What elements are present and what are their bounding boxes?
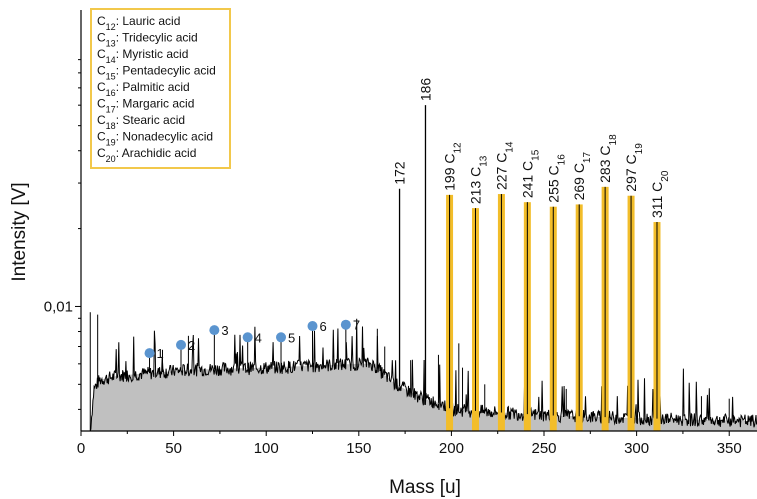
marker-label: 4: [255, 330, 262, 345]
marker-dot: [276, 332, 287, 343]
highlight-peak-label: 269 C17: [571, 152, 593, 201]
marker-dot: [242, 332, 253, 343]
x-tick-label: 150: [346, 440, 371, 457]
highlight-peak-label: 241 C15: [519, 149, 541, 198]
x-tick-label: 50: [165, 440, 182, 457]
x-tick-label: 100: [254, 440, 279, 457]
spectrum-area: [90, 363, 757, 431]
spectrum-fill: [90, 363, 757, 431]
marker-label: 6: [320, 319, 327, 334]
legend-entry: C14: Myristic acid: [97, 47, 188, 65]
marker-label: 7: [353, 318, 360, 333]
legend-entry: C15: Pentadecylic acid: [97, 64, 216, 82]
marker-dot: [340, 319, 351, 330]
highlight-peak-label: 213 C13: [467, 155, 489, 204]
legend-entry: C18: Stearic acid: [97, 113, 185, 131]
numbered-markers: 1 2 3 4 5 6 7: [144, 318, 360, 374]
legend-entry: C19: Nonadecylic acid: [97, 130, 213, 148]
x-tick-label: 200: [439, 440, 464, 457]
legend-entry: C12: Lauric acid: [97, 14, 180, 32]
legend-entry: C17: Margaric acid: [97, 97, 194, 115]
marker-label: 2: [188, 338, 195, 353]
legend-entry: C13: Tridecylic acid: [97, 31, 198, 49]
highlight-peak-label: 255 C16: [545, 154, 567, 203]
x-tick-label: 0: [77, 440, 85, 457]
legend-entry: C20: Arachidic acid: [97, 146, 196, 164]
legend-box: [90, 8, 231, 169]
x-tick-label: 350: [717, 440, 742, 457]
y-axis-title: Intensity [V]: [9, 182, 30, 281]
peak-label: 172: [392, 161, 408, 185]
axes: 0 50 100 150 200 250 300 350 0,01: [44, 10, 757, 457]
spectrum-line: [89, 318, 757, 432]
highlight-peak-label: 283 C18: [597, 134, 619, 183]
marker-dot: [209, 325, 220, 336]
marker-label: 5: [288, 330, 295, 345]
marker-dot: [307, 321, 318, 332]
legend-entry: C16: Palmitic acid: [97, 80, 190, 98]
labeled-peaks: 172 186: [392, 78, 433, 400]
peak-label: 186: [417, 78, 433, 102]
marker-label: 3: [221, 323, 228, 338]
highlight-peak-label: 199 C12: [442, 142, 464, 191]
y-tick-label: 0,01: [44, 298, 73, 315]
x-axis-title: Mass [u]: [389, 477, 461, 498]
marker-label: 1: [157, 346, 164, 361]
marker-dot: [144, 348, 155, 359]
marker-dot: [176, 339, 187, 350]
x-tick-label: 250: [531, 440, 556, 457]
highlight-peak-label: 311 C20: [649, 170, 671, 218]
x-tick-label: 300: [624, 440, 649, 457]
highlight-peak-label: 297 C19: [623, 143, 645, 192]
highlight-peak-label: 227 C14: [493, 141, 515, 190]
